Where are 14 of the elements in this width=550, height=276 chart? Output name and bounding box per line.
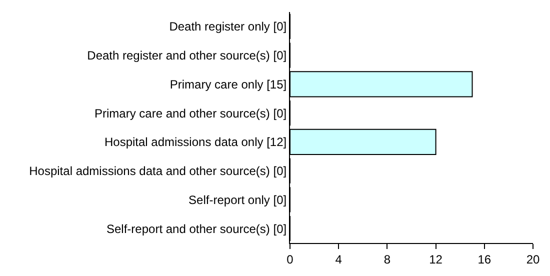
y-tick-label: Primary care only [15] [170,77,287,92]
y-tick-label: Hospital admissions data only [12] [104,135,287,150]
y-tick-label: Death register only [0] [169,20,287,34]
x-tick-label: 0 [286,252,294,266]
y-tick-label: Death register and other source(s) [0] [87,48,287,63]
x-tick-label: 20 [526,252,540,266]
x-tick-label: 4 [335,252,342,266]
y-tick-label: Self-report and other source(s) [0] [106,222,287,236]
x-tick-label: 12 [429,252,443,266]
y-tick-label: Hospital admissions data and other source(s) [0] [29,164,287,178]
x-tick-label: 16 [478,252,492,266]
x-tick-label: 8 [384,252,391,266]
y-tick-label: Primary care and other source(s) [0] [94,106,287,120]
y-tick-label: Self-report only [0] [188,192,287,207]
